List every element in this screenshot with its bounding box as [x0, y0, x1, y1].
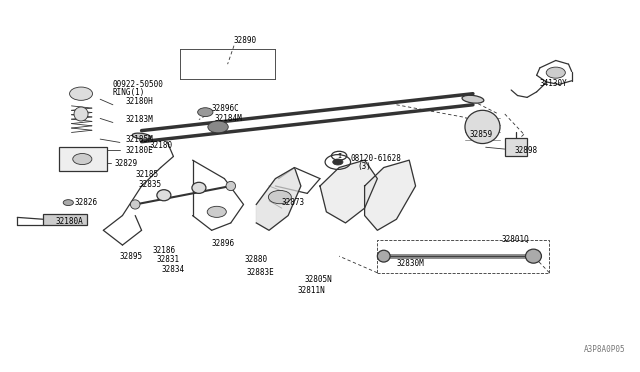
Text: 32183M: 32183M	[125, 115, 154, 124]
Text: I: I	[337, 153, 341, 159]
Text: 32873: 32873	[282, 198, 305, 207]
Text: 32805N: 32805N	[304, 275, 332, 283]
Ellipse shape	[131, 200, 140, 209]
Text: 32880: 32880	[245, 255, 268, 264]
Ellipse shape	[157, 190, 171, 201]
Circle shape	[268, 190, 291, 204]
Text: 32859: 32859	[470, 130, 493, 139]
Ellipse shape	[465, 110, 500, 144]
Text: 32180E: 32180E	[125, 147, 154, 155]
Text: 08120-61628: 08120-61628	[351, 154, 401, 163]
Text: 32890: 32890	[234, 36, 257, 45]
Circle shape	[73, 154, 92, 164]
Text: RING(1): RING(1)	[113, 89, 145, 97]
Circle shape	[546, 67, 565, 78]
Circle shape	[207, 206, 227, 217]
Text: 32180A: 32180A	[56, 217, 83, 225]
Text: 32185M: 32185M	[125, 135, 154, 144]
Text: 32826: 32826	[75, 198, 98, 207]
Polygon shape	[320, 160, 378, 223]
Ellipse shape	[226, 182, 236, 190]
Text: 32896: 32896	[212, 239, 235, 248]
Text: 00922-50500: 00922-50500	[113, 80, 164, 89]
Bar	[378, 240, 549, 273]
Text: 32180: 32180	[150, 141, 173, 150]
Text: 32801Q: 32801Q	[502, 235, 529, 244]
Text: 32898: 32898	[515, 147, 538, 155]
Polygon shape	[256, 167, 301, 230]
Ellipse shape	[192, 182, 206, 193]
Text: 34130Y: 34130Y	[540, 79, 568, 88]
Text: 32186: 32186	[152, 246, 175, 255]
Circle shape	[70, 87, 93, 100]
Text: 32180H: 32180H	[125, 97, 154, 106]
Text: 32829: 32829	[115, 159, 138, 169]
Text: 32830M: 32830M	[396, 259, 424, 268]
Text: 32185: 32185	[135, 170, 158, 179]
Text: 32883E: 32883E	[246, 268, 275, 277]
Ellipse shape	[132, 133, 151, 139]
Text: 32896C: 32896C	[212, 104, 239, 113]
Text: 32895: 32895	[119, 251, 142, 261]
Text: 32811N: 32811N	[298, 286, 326, 295]
Bar	[59, 147, 106, 171]
Circle shape	[63, 200, 74, 206]
Text: 32834: 32834	[162, 264, 185, 273]
Polygon shape	[365, 160, 415, 230]
Ellipse shape	[525, 249, 541, 263]
Text: A3P8A0P05: A3P8A0P05	[584, 345, 626, 354]
Text: 32184M: 32184M	[215, 114, 243, 123]
Ellipse shape	[462, 95, 484, 103]
Circle shape	[333, 159, 343, 165]
Text: 32831: 32831	[156, 255, 179, 264]
Bar	[505, 138, 527, 157]
Text: 32835: 32835	[138, 180, 161, 189]
Bar	[43, 214, 88, 225]
Text: (3): (3)	[357, 162, 371, 171]
Ellipse shape	[74, 107, 88, 121]
Ellipse shape	[378, 250, 390, 262]
Circle shape	[198, 108, 213, 116]
Circle shape	[208, 121, 228, 133]
